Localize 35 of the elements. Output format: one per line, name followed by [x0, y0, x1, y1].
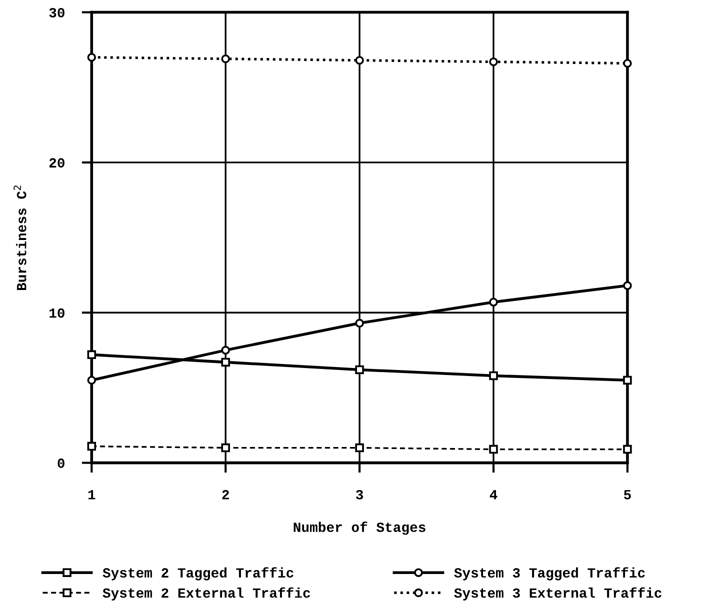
x-tick-label: 1	[88, 490, 96, 500]
point	[87, 442, 96, 451]
point	[87, 52, 96, 62]
point	[489, 371, 498, 380]
y-tick-label: 0	[58, 458, 64, 468]
point	[221, 443, 230, 452]
point	[623, 281, 632, 290]
point	[623, 58, 632, 68]
point	[489, 444, 498, 454]
point	[489, 298, 498, 306]
legend-label: System 3 External Traffic	[454, 587, 662, 600]
point	[355, 443, 364, 452]
point	[87, 350, 96, 360]
legend-label: System 2 External Traffic	[102, 587, 310, 600]
point	[221, 358, 230, 367]
point	[87, 376, 96, 385]
point	[623, 376, 632, 385]
x-tick-label: 3	[356, 490, 364, 500]
point	[221, 54, 230, 64]
legend-label: System 2 Tagged Traffic	[102, 567, 294, 580]
point	[221, 346, 230, 355]
point	[623, 444, 632, 454]
y-tick-label: 10	[50, 308, 64, 318]
y-axis-title: Burstiness C$^{2}$	[14, 186, 26, 290]
y-tick-label: 20	[49, 158, 64, 168]
x-tick-label: 4	[490, 490, 498, 500]
point	[355, 318, 364, 328]
y-tick-label: 30	[49, 8, 64, 18]
x-axis-title: Number of Stages	[294, 522, 426, 535]
point	[489, 57, 498, 66]
x-tick-label: 2	[222, 490, 229, 500]
point	[355, 365, 364, 374]
x-tick-label: 5	[624, 490, 631, 500]
legend-label: System 3 Tagged Traffic	[454, 567, 645, 580]
point	[355, 56, 364, 65]
